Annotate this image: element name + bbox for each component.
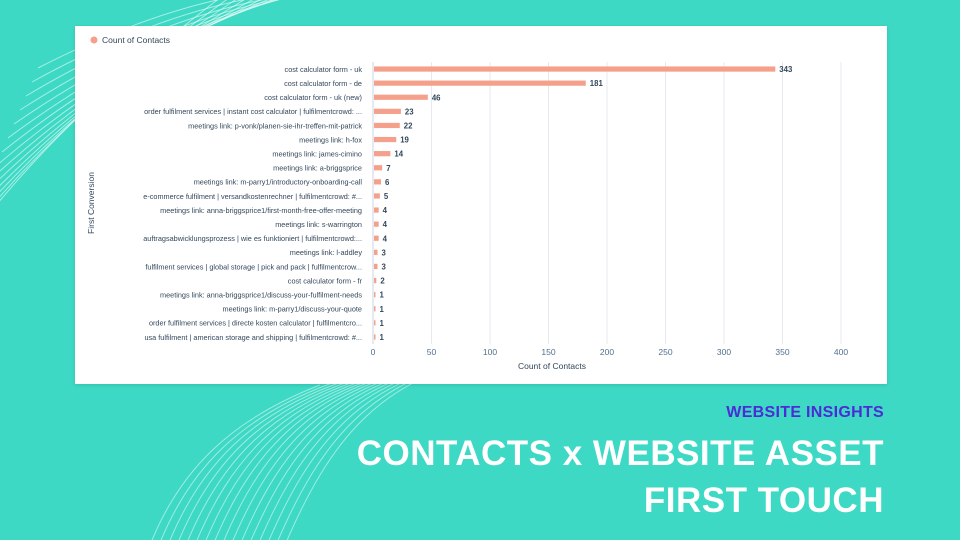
category-label: meetings link: s-warrington <box>275 220 362 229</box>
bar <box>374 263 378 270</box>
category-label: cost calculator form - de <box>284 79 362 88</box>
bar <box>374 306 376 312</box>
category-label: meetings link: l-addley <box>290 248 363 257</box>
chart-card: Count of Contacts 0 50 100 150 200 250 300 350 40… <box>75 26 887 384</box>
bg-line-bottom <box>205 372 393 540</box>
bg-line-bottom <box>169 380 345 540</box>
slide-title-line-2: FIRST TOUCH <box>643 481 884 520</box>
category-label: meetings link: m-parry1/discuss-your-quo… <box>222 305 362 314</box>
x-axis-title: Count of Contacts <box>518 361 586 371</box>
x-tick-label: 350 <box>775 347 789 357</box>
bar <box>374 151 391 157</box>
bar <box>374 292 376 298</box>
value-label: 2 <box>380 277 385 286</box>
category-label: meetings link: james-cimino <box>272 149 362 158</box>
category-label: cost calculator form - uk (new) <box>264 93 362 102</box>
category-label: cost calculator form - uk <box>285 65 363 74</box>
bar <box>374 80 586 86</box>
y-axis-title: First Conversion <box>86 172 96 234</box>
value-label: 22 <box>404 121 413 130</box>
category-label: meetings link: anna-briggsprice1/first-m… <box>160 206 362 215</box>
bg-line-bottom <box>160 382 333 540</box>
value-label: 1 <box>380 333 385 342</box>
category-label: cost calculator form - fr <box>288 276 363 285</box>
bar <box>374 165 383 171</box>
legend-label: Count of Contacts <box>102 35 170 45</box>
bar <box>374 193 380 199</box>
legend-swatch <box>90 36 98 44</box>
category-label: auftragsabwicklungsprozess | wie es funk… <box>143 234 362 243</box>
bar <box>374 136 397 143</box>
category-label: meetings link: p-vonk/planen-sie-ihr-tre… <box>188 121 362 130</box>
x-tick-label: 400 <box>834 347 848 357</box>
bar <box>374 249 378 255</box>
value-label: 181 <box>590 79 604 88</box>
bg-line-bottom <box>151 384 321 540</box>
bar <box>374 320 376 326</box>
x-tick-label: 250 <box>658 347 672 357</box>
slide-kicker: WEBSITE INSIGHTS <box>726 404 884 421</box>
value-label: 3 <box>382 248 387 257</box>
x-tick-label: 100 <box>483 347 497 357</box>
value-label: 46 <box>432 93 441 102</box>
bg-line-bottom <box>196 374 381 540</box>
value-label: 7 <box>386 164 390 173</box>
x-tick-label: 300 <box>717 347 731 357</box>
bar <box>374 334 376 340</box>
category-label: meetings link: h-fox <box>299 135 362 144</box>
value-label: 3 <box>382 262 387 271</box>
x-tick-label: 50 <box>427 347 437 357</box>
bar <box>374 179 382 185</box>
bar <box>374 235 379 241</box>
value-label: 343 <box>779 65 793 74</box>
category-label: meetings link: anna-briggsprice1/discuss… <box>160 290 362 299</box>
value-label: 4 <box>383 234 388 243</box>
category-label: meetings link: a-briggsprice <box>273 164 362 173</box>
value-label: 14 <box>394 150 403 159</box>
bar-chart: Count of Contacts 0 50 100 150 200 250 300 350 40… <box>86 35 848 371</box>
bar <box>374 277 377 284</box>
category-label: e-commerce fulfilment | versandkostenrec… <box>143 192 362 201</box>
category-label: fulfilment services | global storage | p… <box>145 262 362 271</box>
bar <box>374 122 400 129</box>
value-label: 1 <box>380 305 385 314</box>
value-label: 1 <box>380 291 385 300</box>
bar <box>374 221 379 227</box>
bar <box>374 94 428 100</box>
category-label: usa fulfilment | american storage and sh… <box>144 333 362 342</box>
value-label: 1 <box>380 319 385 328</box>
bar <box>374 66 776 72</box>
value-label: 4 <box>383 206 388 215</box>
category-label: meetings link: m-parry1/introductory-onb… <box>194 178 363 187</box>
value-label: 5 <box>384 192 389 201</box>
x-tick-label: 200 <box>600 347 614 357</box>
value-label: 23 <box>405 107 414 116</box>
slide-title-line-1: CONTACTS x WEBSITE ASSET <box>356 434 884 473</box>
bg-line-top-left <box>19 0 276 111</box>
value-label: 19 <box>400 136 409 145</box>
x-tick-label: 0 <box>371 347 376 357</box>
x-tick-label: 150 <box>541 347 555 357</box>
bg-line-bottom <box>187 376 369 540</box>
category-label: order fulfilment services | instant cost… <box>144 107 362 116</box>
category-label: order fulfilment services | directe kost… <box>149 319 362 328</box>
value-label: 4 <box>383 220 388 229</box>
bar <box>374 108 401 114</box>
bar <box>374 207 379 213</box>
bg-line-bottom <box>178 378 357 540</box>
value-label: 6 <box>385 178 390 187</box>
